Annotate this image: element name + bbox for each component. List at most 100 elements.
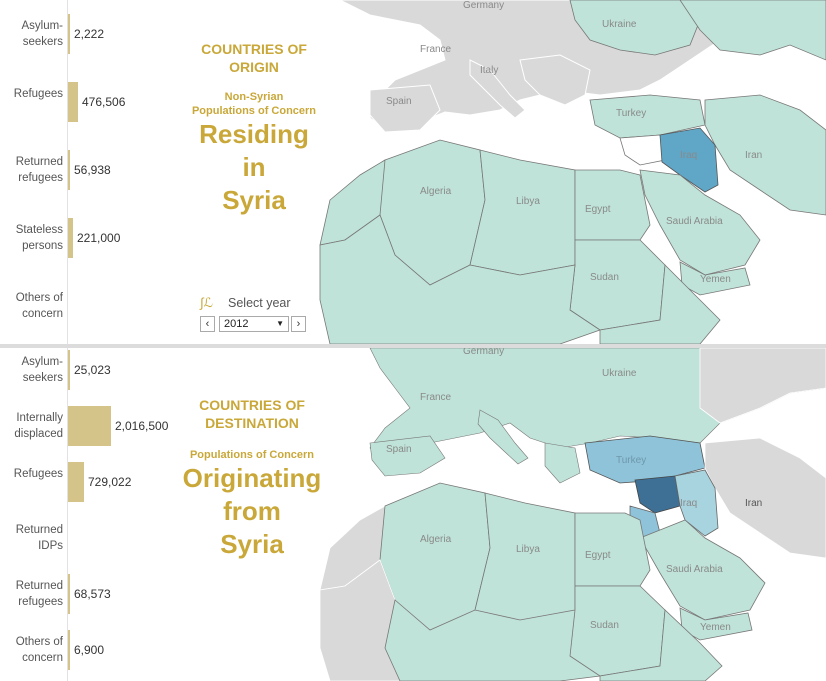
caption-big-line: Originating	[182, 463, 322, 493]
map-label: Spain	[386, 96, 412, 107]
bar-category-label: Refugees	[13, 88, 63, 100]
libya-land	[469, 149, 576, 276]
caption-big-line: in	[242, 152, 266, 182]
bar-value-label: 476,506	[82, 95, 126, 109]
map-label: France	[420, 44, 452, 55]
balkans-land	[519, 54, 591, 106]
bar-category-label: Others of concern	[15, 292, 63, 320]
map-label: Algeria	[420, 534, 452, 545]
iberia-land	[369, 435, 446, 477]
northeast-land	[679, 0, 826, 61]
iraq-land	[659, 127, 719, 193]
caption-big-line: Syria	[220, 529, 284, 559]
caption-sub-line: Non-Syrian	[224, 91, 284, 103]
caption-sub-line: Populations of Concern	[189, 449, 315, 461]
bar[interactable]	[68, 406, 111, 446]
iran-land	[704, 94, 826, 216]
bar-category-label: Internally displaced	[14, 412, 63, 440]
bar-category-label: Asylum-seekers	[21, 356, 63, 384]
destination-panel: Germany Ukraine France Spain Turkey Iraq…	[0, 348, 826, 681]
bar[interactable]	[68, 218, 73, 258]
map-label: Libya	[516, 196, 540, 207]
map-label: Ukraine	[602, 368, 637, 379]
next-year-button[interactable]: ›	[291, 316, 306, 332]
destination-map[interactable]: Germany Ukraine France Spain Turkey Iraq…	[0, 348, 826, 681]
turkey-land	[589, 94, 706, 139]
caption-big-line: Syria	[222, 185, 286, 215]
caption-sub-line: Populations of Concern	[191, 105, 317, 117]
west-africa-land	[319, 214, 601, 344]
east-africa-land	[599, 264, 721, 344]
map-label: Italy	[480, 65, 498, 76]
bar[interactable]	[68, 462, 84, 502]
bar-row[interactable]: Others of concern	[0, 272, 175, 340]
map-label: Iran	[745, 150, 762, 161]
caption-section-line: DESTINATION	[205, 415, 299, 431]
year-dropdown[interactable]: 2012 ▼	[219, 316, 289, 332]
sudan-land	[569, 239, 666, 331]
map-label: Sudan	[590, 620, 619, 631]
caption-section-line: COUNTRIES OF	[199, 397, 305, 413]
panel-divider	[0, 344, 826, 348]
bar-row[interactable]: Internally displaced 2,016,500	[0, 398, 175, 454]
map-label: Yemen	[700, 622, 731, 633]
origin-bar-chart: Asylum-seekers 2,222 Refugees 476,506 Return…	[0, 0, 175, 344]
bar-row[interactable]: Returned refugees 56,938	[0, 136, 175, 204]
bar[interactable]	[68, 150, 70, 190]
chevron-right-icon: ›	[296, 318, 301, 330]
bar-row[interactable]: Returned IDPs	[0, 510, 175, 566]
bar[interactable]	[68, 574, 70, 614]
iraq-land	[674, 469, 719, 537]
bar-category-label: Refugees	[13, 468, 63, 480]
turkey-land	[584, 435, 706, 484]
map-label: Iraq	[680, 498, 697, 509]
bar-row[interactable]: Asylum-seekers 25,023	[0, 348, 175, 398]
map-label: Egypt	[585, 204, 611, 215]
map-label: Iran	[745, 498, 762, 509]
bar-category-label: Stateless persons	[15, 224, 63, 252]
bar[interactable]	[68, 82, 78, 122]
bar-category-label: Asylum-seekers	[21, 20, 63, 48]
map-label: Sudan	[590, 272, 619, 283]
previous-year-button[interactable]: ‹	[200, 316, 215, 332]
bar-row[interactable]: Asylum-seekers 2,222	[0, 0, 175, 68]
bar[interactable]	[68, 630, 70, 670]
map-label: Saudi Arabia	[666, 564, 723, 575]
bar-category-label: Others of concern	[15, 636, 63, 664]
bar-value-label: 6,900	[74, 643, 105, 657]
map-label: Yemen	[700, 274, 731, 285]
triangle-down-icon: ▼	[276, 319, 284, 328]
sudan-land	[569, 585, 666, 677]
caption-section-line: ORIGIN	[229, 59, 279, 75]
italy-land	[469, 59, 526, 119]
bar-axis	[67, 348, 68, 681]
map-label: Libya	[516, 544, 540, 555]
syria-land	[634, 475, 681, 514]
bar-row[interactable]: Refugees 476,506	[0, 68, 175, 136]
syria-land	[619, 134, 666, 166]
bar[interactable]	[68, 350, 70, 390]
bar-row[interactable]: Refugees 729,022	[0, 454, 175, 510]
bar-category-label: Returned refugees	[15, 156, 63, 184]
bar-row[interactable]: Returned refugees 68,573	[0, 566, 175, 622]
origin-caption: COUNTRIES OF ORIGIN Non-Syrian Populatio…	[172, 40, 336, 217]
italy-land	[477, 409, 529, 465]
gray-east-land	[699, 348, 826, 424]
destination-bar-chart: Asylum-seekers 25,023 Internally displaced…	[0, 348, 175, 681]
bar-category-label: Returned refugees	[15, 580, 63, 608]
east-africa-land	[599, 609, 723, 681]
bar-row[interactable]: Stateless persons 221,000	[0, 204, 175, 272]
map-label: Germany	[463, 0, 504, 11]
origin-map[interactable]: Germany Ukraine France Italy Spain Turke…	[0, 0, 826, 344]
bar-value-label: 56,938	[74, 163, 111, 177]
map-label: Algeria	[420, 186, 452, 197]
map-label: Spain	[386, 444, 412, 455]
map-label: France	[420, 392, 452, 403]
bar-row[interactable]: Others of concern 6,900	[0, 622, 175, 678]
bar[interactable]	[68, 14, 70, 54]
map-label: Turkey	[616, 455, 646, 466]
caption-big-line: from	[223, 496, 281, 526]
bar-value-label: 68,573	[74, 587, 111, 601]
caption-section-line: COUNTRIES OF	[201, 41, 307, 57]
map-label: Turkey	[616, 108, 646, 119]
